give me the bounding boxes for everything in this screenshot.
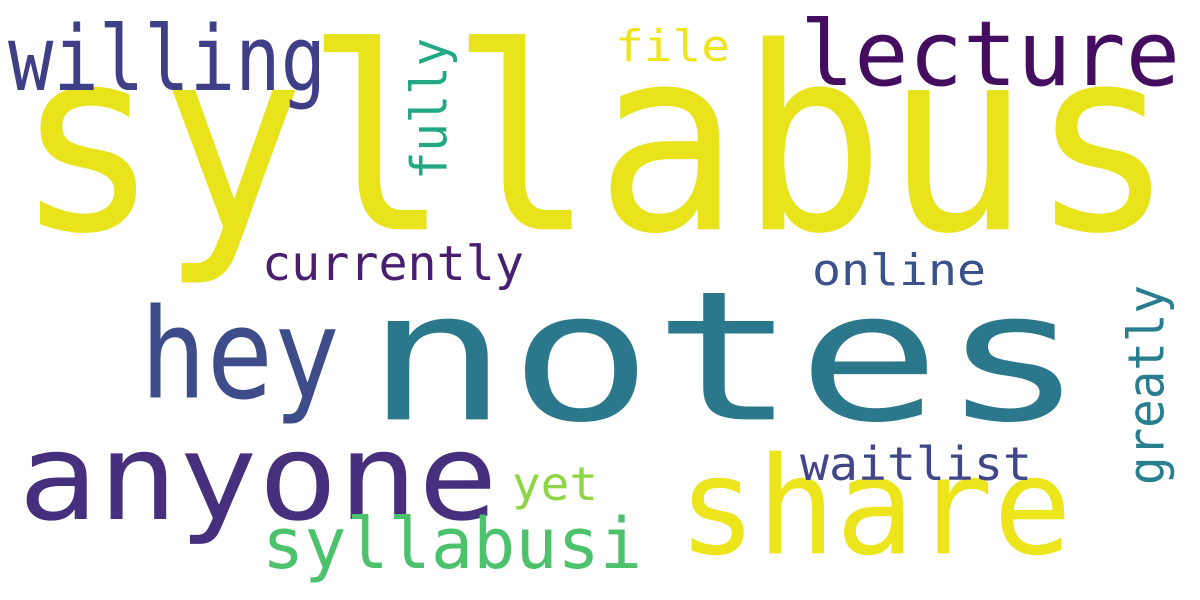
word-anyone: anyone [18, 407, 499, 548]
word-fully: fully [400, 37, 459, 180]
word-lecture: lecture [800, 2, 1180, 108]
word-waitlist: waitlist [800, 438, 1032, 492]
word-currently: currently [262, 235, 524, 292]
word-hey: hey [140, 281, 340, 428]
word-willing: willing [8, 7, 326, 113]
word-syllabus: syllabus [15, 0, 1175, 291]
word-yet: yet [512, 458, 598, 512]
word-syllabusi: syllabusi [262, 504, 642, 586]
word-share: share [678, 428, 1072, 586]
word-notes: notes [365, 252, 1085, 463]
word-greatly: greatly [1117, 285, 1176, 485]
word-online: online [812, 244, 986, 296]
word-file: file [615, 20, 730, 72]
